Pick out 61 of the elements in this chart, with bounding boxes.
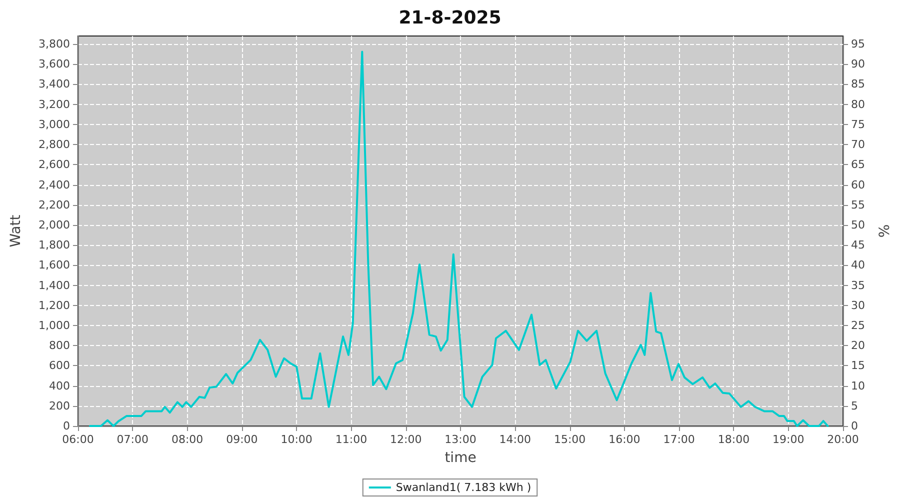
x-tick-label: 16:00 [608,433,640,446]
y2-tick-label: 20 [851,339,865,352]
y2-tick-label: 80 [851,98,865,111]
x-tick-label: 19:00 [772,433,804,446]
y2-tick-label: 25 [851,318,865,332]
x-tick-label: 11:00 [335,433,368,446]
y2-tick-label: 15 [851,359,865,372]
y-tick-label: 1,800 [38,238,70,252]
line-series [89,50,829,427]
x-tick-label: 18:00 [718,433,750,446]
y2-tick-label: 10 [851,379,865,392]
y2-axis-title: % [877,224,893,238]
x-tick-label: 14:00 [499,433,531,446]
y2-tick-label: 65 [851,158,865,172]
y2-tick-label: 50 [851,218,865,232]
x-tick-label: 08:00 [171,433,204,446]
y-tick-label: 1,200 [38,298,70,312]
y2-tick-label: 35 [851,278,865,292]
y-tick-label: 3,800 [38,38,70,51]
y-tick-label: 2,200 [38,198,70,212]
x-tick-label: 07:00 [116,433,148,446]
y2-tick-label: 70 [851,138,865,152]
y-tick-label: 3,000 [38,118,70,131]
y-tick-label: 1,000 [38,318,70,332]
y2-tick-label: 60 [851,178,865,192]
y-tick-label: 1,400 [38,278,70,292]
x-tick-label: 13:00 [444,433,476,446]
y2-tick-label: 95 [851,38,865,51]
y-tick-label: 2,600 [38,158,70,172]
y-tick-label: 2,400 [38,178,70,192]
y-tick-label: 2,000 [38,218,70,232]
y2-tick-label: 85 [851,78,865,91]
y2-tick-label: 45 [851,238,865,252]
y2-tick-label: 0 [851,420,858,432]
x-tick-label: 15:00 [554,433,586,446]
y-tick-label: 1,600 [38,258,70,272]
y2-tick-label: 30 [851,298,865,312]
y2-tick-label: 40 [851,258,865,272]
y-tick-label: 600 [49,359,70,372]
y-tick-label: 200 [49,399,70,412]
legend-label: Swanland1( 7.183 kWh ) [396,481,532,494]
y-tick-label: 3,200 [38,98,70,111]
y2-tick-label: 75 [851,118,865,131]
x-tick-label: 20:00 [827,433,859,446]
chart-title: 21-8-2025 [398,8,502,28]
x-axis-title: time [444,450,476,466]
y-axis-title: Watt [8,214,24,248]
y-tick-label: 3,600 [38,58,70,71]
x-tick-label: 12:00 [390,433,422,446]
y2-tick-label: 55 [851,198,865,212]
x-tick-label: 10:00 [280,433,312,446]
y-tick-label: 0 [63,420,70,432]
x-tick-label: 17:00 [663,433,695,446]
y-tick-label: 800 [49,339,70,352]
y2-tick-label: 5 [851,399,858,412]
y-tick-label: 3,400 [38,78,70,91]
y2-tick-label: 90 [851,58,865,71]
x-tick-label: 06:00 [62,433,94,446]
x-tick-label: 09:00 [226,433,258,446]
y-tick-label: 2,800 [38,138,70,152]
y-tick-label: 400 [49,379,70,392]
